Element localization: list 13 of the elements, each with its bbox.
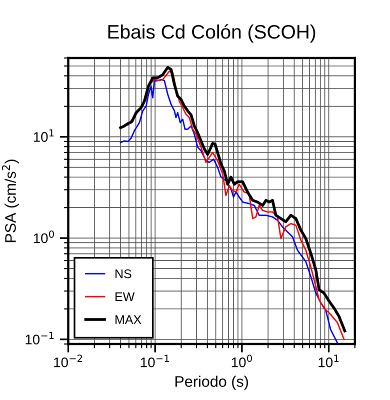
legend-label: EW xyxy=(116,292,135,302)
y-tick-label: 10$^{1}$ xyxy=(34,129,54,142)
x-tick-label: 10$^{1}$ xyxy=(318,354,339,368)
legend-label: NS xyxy=(116,269,132,278)
chart-title: Ebais Cd Colón (SCOH) xyxy=(108,24,316,43)
y-tick-label: 10$^{0}$ xyxy=(34,230,54,244)
x-tick-label: 10$^{−2}$ xyxy=(54,354,82,368)
y-tick-label: 10$^{−1}$ xyxy=(26,332,54,344)
x-axis-title: Periodo (s) xyxy=(175,376,248,390)
y-axis-title: PSA (cm/s$^{2}$) xyxy=(2,160,19,242)
x-tick-label: 10$^{−1}$ xyxy=(140,354,169,368)
x-tick-label: 10$^{0}$ xyxy=(232,354,252,368)
legend-label: MAX xyxy=(116,315,142,324)
